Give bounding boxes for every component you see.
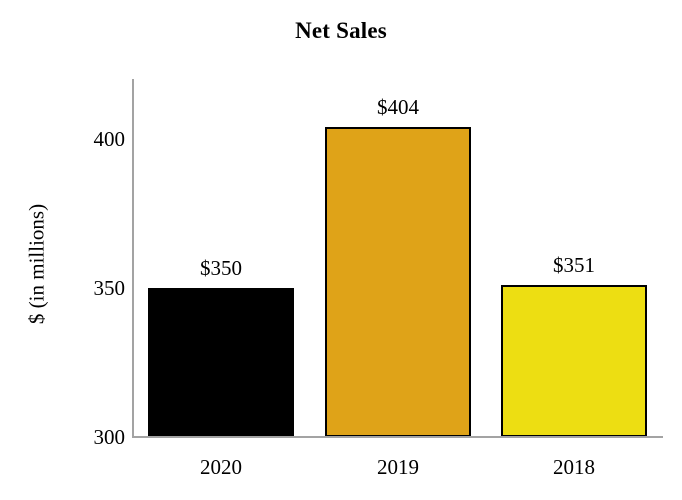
- bar-2019: [325, 126, 471, 437]
- bar-value-label: $351: [553, 252, 595, 277]
- y-axis-line: [132, 79, 134, 438]
- y-axis-title: $ (in millions): [24, 203, 49, 325]
- bar-value-label: $350: [200, 255, 242, 280]
- x-axis-category-label: 2020: [200, 455, 242, 479]
- chart-title: Net Sales: [295, 18, 387, 43]
- y-tick-label: 400: [93, 126, 126, 151]
- bar-2018: [501, 284, 647, 437]
- y-tick-label: 300: [93, 425, 126, 449]
- x-axis-category-label: 2019: [377, 455, 419, 479]
- x-axis-category-label: 2018: [553, 455, 595, 479]
- bar-2020: [148, 287, 294, 437]
- y-tick-label: 350: [93, 275, 126, 300]
- x-axis-line: [132, 436, 663, 438]
- bar-value-label: $404: [377, 94, 419, 119]
